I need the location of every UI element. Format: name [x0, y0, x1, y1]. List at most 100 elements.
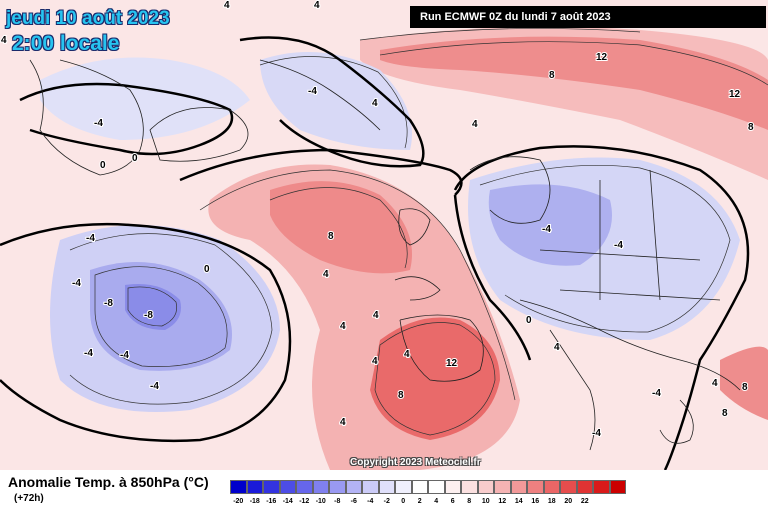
contour-label: -4 — [86, 233, 95, 244]
contour-label: 8 — [742, 382, 748, 393]
scale-swatch — [477, 480, 494, 494]
legend-forecast-hour: (+72h) — [14, 493, 44, 504]
contour-label: 4 — [314, 0, 320, 11]
contour-label: 4 — [373, 310, 379, 321]
contour-label-group: 4 4 4 -4 -4 0 4 0 12 8 12 8 4 -4 -8 -8 -… — [0, 0, 755, 440]
legend-title: Anomalie Temp. à 850hPa (°C) — [8, 474, 209, 490]
contour-label: 0 — [204, 264, 210, 275]
scale-tick-label: 14 — [514, 498, 523, 505]
contour-label: 4 — [224, 0, 230, 11]
contour-label: -4 — [614, 240, 623, 251]
contour-label: 4 — [323, 269, 329, 280]
contour-label: -4 — [150, 381, 159, 392]
contour-label: -8 — [144, 310, 153, 321]
scale-tick-label: -14 — [282, 498, 293, 505]
scale-tick-label: -8 — [334, 498, 341, 505]
contour-label: 12 — [446, 358, 458, 369]
cold-zone-west-center — [125, 284, 181, 330]
scale-swatch — [329, 480, 346, 494]
scale-tick-label: -18 — [249, 498, 260, 505]
scale-tick-label: 20 — [564, 498, 573, 505]
cold-zone-europe-core — [488, 184, 612, 266]
scale-swatch — [576, 480, 593, 494]
contour-label: 4 — [712, 378, 718, 389]
scale-swatch — [543, 480, 560, 494]
contour-label: 4 — [372, 356, 378, 367]
contour-label: 12 — [596, 52, 608, 63]
contour-label: -4 — [84, 348, 93, 359]
contour-label: 4 — [340, 321, 346, 332]
scale-tick-label: -2 — [383, 498, 390, 505]
cold-zone-barents — [260, 52, 412, 150]
scale-swatch — [609, 480, 626, 494]
scale-tick-label: 6 — [450, 498, 455, 505]
scale-swatch — [279, 480, 296, 494]
run-info-banner: Run ECMWF 0Z du lundi 7 août 2023 — [410, 6, 766, 28]
contour-label: 8 — [549, 70, 555, 81]
contour-label: 4 — [472, 119, 478, 130]
contour-label: 4 — [554, 342, 560, 353]
contour-label: 0 — [132, 153, 138, 164]
scale-swatch — [263, 480, 280, 494]
contour-lines — [69, 28, 768, 436]
scale-tick-label: -16 — [266, 498, 277, 505]
contour-label: 8 — [722, 408, 728, 419]
warm-zone-iberia-core — [370, 317, 500, 440]
scale-swatch — [395, 480, 412, 494]
warm-zone-atlantic-core — [270, 181, 412, 274]
scale-swatch — [593, 480, 610, 494]
scale-swatch — [510, 480, 527, 494]
scale-tick-label: -20 — [233, 498, 244, 505]
contour-label: -4 — [72, 278, 81, 289]
forecast-date: jeudi 10 août 2023 — [6, 8, 170, 29]
color-scale-ticks: -20 -18 -16 -14 -12 -10 -8 -6 -4 -2 0 2 4 6 8 10 12 14 16 1… — [230, 498, 593, 505]
contour-label: 12 — [729, 89, 741, 100]
scale-tick-label: 0 — [401, 498, 406, 505]
scale-tick-label: 4 — [434, 498, 439, 505]
scale-swatch — [461, 480, 478, 494]
contour-label: -4 — [542, 224, 551, 235]
scale-tick-label: -4 — [367, 498, 374, 505]
scale-swatch — [560, 480, 577, 494]
contour-label: 4 — [404, 349, 410, 360]
contour-label: 4 — [372, 98, 378, 109]
contour-label: 0 — [526, 315, 532, 326]
scale-tick-label: 12 — [498, 498, 507, 505]
scale-swatch — [378, 480, 395, 494]
forecast-time: 2:00 locale — [12, 32, 120, 55]
scale-tick-label: 2 — [417, 498, 422, 505]
cold-zone-greenland — [40, 57, 250, 140]
scale-swatch — [345, 480, 362, 494]
contour-label: 8 — [398, 390, 404, 401]
scale-tick-label: -6 — [350, 498, 357, 505]
contour-label: -4 — [592, 428, 601, 439]
contour-label: -4 — [120, 350, 129, 361]
legend-footer: Anomalie Temp. à 850hPa (°C) (+72h) -20-… — [0, 470, 768, 512]
coastlines — [29, 59, 741, 451]
scale-swatch — [362, 480, 379, 494]
contour-label: 4 — [1, 35, 7, 46]
scale-tick-label: 18 — [547, 498, 556, 505]
contour-label: 4 — [340, 417, 346, 428]
anomaly-map: 4 4 4 -4 -4 0 4 0 12 8 12 8 4 -4 -8 -8 -… — [0, 0, 768, 470]
warm-zone-east — [720, 346, 768, 420]
scale-swatch — [428, 480, 445, 494]
copyright-text: Copyright 2023 Meteociel.fr — [350, 457, 481, 468]
scale-swatch — [411, 480, 428, 494]
color-scale — [230, 480, 626, 494]
scale-tick-label: -12 — [299, 498, 310, 505]
contour-label: -4 — [308, 86, 317, 97]
contour-label: -4 — [652, 388, 661, 399]
contour-label: 8 — [748, 122, 754, 133]
warm-zone-north-core — [380, 36, 768, 130]
zero-contour-lines — [0, 36, 750, 470]
scale-tick-label: -10 — [315, 498, 326, 505]
scale-tick-label: 22 — [580, 498, 589, 505]
scale-swatch — [444, 480, 461, 494]
scale-tick-label: 16 — [531, 498, 540, 505]
scale-tick-label: 10 — [481, 498, 490, 505]
scale-tick-label: 8 — [467, 498, 472, 505]
contour-label: -8 — [104, 298, 113, 309]
contour-label: 8 — [328, 231, 334, 242]
